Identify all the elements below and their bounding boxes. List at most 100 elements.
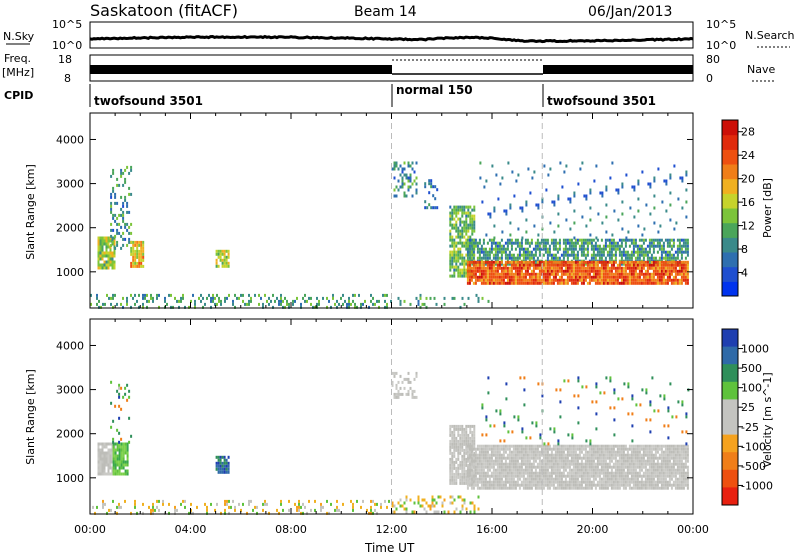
- velocity-point: [488, 483, 491, 487]
- power-point: [673, 164, 676, 168]
- velocity-point: [490, 447, 493, 451]
- power-point: [636, 272, 639, 276]
- power-point: [528, 250, 531, 254]
- power-point: [580, 260, 583, 264]
- power-point: [453, 211, 456, 215]
- power-point: [508, 250, 511, 254]
- velocity-point: [669, 382, 672, 386]
- velocity-point: [461, 457, 464, 461]
- velocity-point: [498, 471, 501, 475]
- power-point: [506, 253, 509, 257]
- velocity-point: [109, 451, 112, 455]
- power-point: [136, 261, 139, 265]
- velocity-point: [534, 444, 537, 448]
- velocity-point: [620, 459, 623, 463]
- power-point: [476, 278, 479, 282]
- velocity-point: [449, 439, 452, 443]
- power-point: [330, 305, 332, 309]
- velocity-point: [652, 471, 655, 475]
- power-point: [568, 266, 571, 270]
- velocity-point: [686, 486, 689, 490]
- power-point: [113, 251, 116, 255]
- power-point: [526, 256, 529, 260]
- power-point: [675, 221, 678, 225]
- velocity-point: [128, 395, 131, 399]
- velocity-point: [114, 469, 117, 473]
- velocity-point: [642, 444, 645, 448]
- power-point: [407, 185, 410, 189]
- power-point: [457, 241, 460, 245]
- velocity-point: [654, 447, 657, 451]
- power-point: [126, 302, 128, 306]
- power-point: [626, 263, 629, 267]
- velocity-point: [620, 447, 623, 451]
- velocity-point: [546, 483, 549, 487]
- power-point: [506, 275, 509, 279]
- power-point: [457, 226, 460, 230]
- velocity-point: [612, 483, 615, 487]
- velocity-point: [630, 459, 633, 463]
- velocity-point: [682, 468, 685, 472]
- velocity-point: [634, 444, 637, 448]
- velocity-point: [352, 508, 354, 512]
- power-point: [633, 188, 636, 192]
- velocity-point: [461, 439, 464, 443]
- power-point: [582, 272, 585, 276]
- power-point: [520, 272, 523, 276]
- velocity-point: [494, 483, 497, 487]
- velocity-point: [560, 471, 563, 475]
- power-ylabel: Slant Range [km]: [24, 164, 37, 260]
- velocity-point: [606, 456, 609, 460]
- power-point: [594, 256, 597, 260]
- power-point: [544, 250, 547, 254]
- power-point: [534, 259, 537, 263]
- velocity-point: [564, 486, 567, 490]
- power-point: [490, 263, 493, 267]
- velocity-point: [678, 453, 681, 457]
- power-point: [617, 188, 620, 192]
- velocity-point: [608, 459, 611, 463]
- velocity-point: [107, 457, 110, 461]
- power-point: [480, 266, 483, 270]
- velocity-point: [472, 477, 475, 481]
- velocity-point: [114, 460, 117, 464]
- power-point: [482, 278, 485, 282]
- velocity-point: [498, 444, 501, 448]
- velocity-point: [592, 459, 595, 463]
- velocity-point: [468, 444, 471, 448]
- power-point: [660, 238, 663, 242]
- power-point: [605, 185, 608, 189]
- velocity-point: [524, 471, 527, 475]
- velocity-point: [459, 451, 462, 455]
- power-point: [679, 176, 682, 180]
- velocity-point: [102, 502, 104, 506]
- power-point: [316, 302, 318, 306]
- power-point: [240, 293, 242, 297]
- power-point: [538, 278, 541, 282]
- power-point: [600, 266, 603, 270]
- velocity-point: [680, 474, 683, 478]
- velocity-point: [649, 400, 652, 404]
- power-point: [620, 256, 623, 260]
- power-point: [672, 275, 675, 279]
- velocity-point: [328, 511, 330, 515]
- power-point: [107, 236, 110, 240]
- power-point: [522, 247, 525, 251]
- power-point: [572, 281, 575, 285]
- velocity-point: [538, 465, 541, 469]
- power-point: [480, 256, 483, 260]
- power-point: [109, 254, 112, 258]
- velocity-point: [532, 462, 535, 466]
- power-point: [467, 235, 470, 239]
- power-point: [546, 247, 549, 251]
- power-point: [122, 231, 125, 235]
- velocity-point: [613, 391, 616, 395]
- velocity-point: [122, 472, 125, 476]
- velocity-point: [562, 471, 565, 475]
- power-point: [642, 253, 645, 257]
- power-point: [592, 256, 595, 260]
- velocity-point: [613, 418, 616, 422]
- power-point: [296, 296, 298, 300]
- power-point: [461, 205, 464, 209]
- velocity-point: [638, 474, 641, 478]
